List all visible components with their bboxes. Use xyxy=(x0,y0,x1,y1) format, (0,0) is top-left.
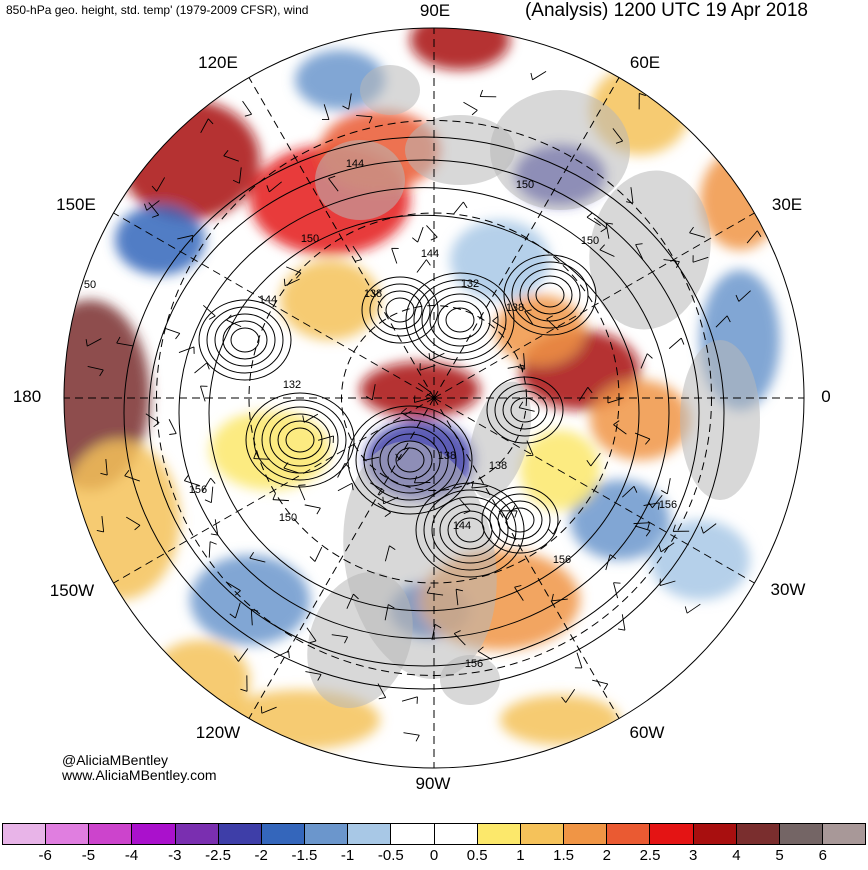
colorbar-tick: -1.5 xyxy=(291,847,317,864)
land-mass xyxy=(680,340,760,500)
anomaly-region xyxy=(590,380,690,460)
land-mass xyxy=(315,140,405,220)
colorbar-tick: -2 xyxy=(255,847,268,864)
colorbar-segment xyxy=(521,824,564,844)
longitude-label: 120W xyxy=(196,723,240,742)
anomaly-region xyxy=(650,520,750,600)
height-label: 138 xyxy=(506,302,524,314)
colorbar-tick: -0.5 xyxy=(378,847,404,864)
colorbar-tick: 6 xyxy=(819,847,827,864)
height-label: 156 xyxy=(189,484,207,496)
longitude-label: 150E xyxy=(56,195,96,214)
anomaly-region xyxy=(280,260,380,340)
height-label: 144 xyxy=(346,158,364,170)
colorbar-tick: 0 xyxy=(430,847,438,864)
anomaly-region xyxy=(500,695,620,745)
land-mass xyxy=(360,65,420,115)
colorbar-tick: 5 xyxy=(775,847,783,864)
anomaly-region xyxy=(190,555,310,645)
colorbar-tick: -1 xyxy=(341,847,354,864)
colorbar-segment xyxy=(219,824,262,844)
land-mass xyxy=(405,115,515,185)
anomaly-region xyxy=(700,150,780,250)
height-label: 150 xyxy=(581,235,599,247)
colorbar-segment xyxy=(737,824,780,844)
height-label: 156 xyxy=(659,499,677,511)
colorbar-segment xyxy=(262,824,305,844)
height-label: 144 xyxy=(259,294,277,306)
colorbar-tick: -4 xyxy=(125,847,138,864)
longitude-label: 30W xyxy=(771,580,806,599)
anomaly-region xyxy=(210,410,330,490)
colorbar-segment xyxy=(780,824,823,844)
longitude-label: 60W xyxy=(630,723,665,742)
height-label: 132 xyxy=(461,278,479,290)
colorbar-segment xyxy=(46,824,89,844)
colorbar-segment xyxy=(478,824,521,844)
height-label: 150 xyxy=(279,512,297,524)
colorbar-segment xyxy=(435,824,478,844)
colorbar-segment xyxy=(348,824,391,844)
height-label: 150 xyxy=(301,233,319,245)
colorbar-tick: 1 xyxy=(516,847,524,864)
anomaly-region xyxy=(60,440,180,600)
colorbar-tick: 4 xyxy=(732,847,740,864)
longitude-label: 180 xyxy=(13,387,41,406)
credit-website[interactable]: www.AliciaMBentley.com xyxy=(62,767,217,783)
longitude-label: 90W xyxy=(416,774,451,793)
longitude-label: 60E xyxy=(630,53,660,72)
height-label: 156 xyxy=(553,554,571,566)
colorbar-segment xyxy=(694,824,737,844)
colorbar-segment xyxy=(564,824,607,844)
longitude-label: 90E xyxy=(420,1,450,20)
colorbar-tick: 2 xyxy=(603,847,611,864)
colorbar-segment xyxy=(607,824,650,844)
colorbar-segment xyxy=(3,824,46,844)
colorbar-tick: 1.5 xyxy=(553,847,574,864)
height-label: 138 xyxy=(438,450,456,462)
colorbar-segment xyxy=(305,824,348,844)
credit-handle: @AliciaMBentley xyxy=(62,752,168,768)
colorbar-segment xyxy=(391,824,434,844)
longitude-label: 30E xyxy=(772,195,802,214)
colorbar-segment xyxy=(176,824,219,844)
colorbar-tick: -2.5 xyxy=(205,847,231,864)
height-label: 132 xyxy=(283,379,301,391)
colorbar-segment xyxy=(89,824,132,844)
height-label: 150 xyxy=(516,179,534,191)
colorbar-tick: -5 xyxy=(82,847,95,864)
height-label: 138 xyxy=(489,460,507,472)
longitude-label: 150W xyxy=(50,581,94,600)
colorbar-tick: 3 xyxy=(689,847,697,864)
colorbar xyxy=(2,823,866,845)
height-label: 156 xyxy=(465,658,483,670)
longitude-label: 0 xyxy=(821,387,830,406)
longitude-label: 120E xyxy=(198,53,238,72)
height-label: 144 xyxy=(421,248,439,260)
height-label: 50 xyxy=(84,279,96,291)
colorbar-tick: -3 xyxy=(168,847,181,864)
colorbar-tick-labels: -6 -5 -4 -3 -2.5 -2 -1.5 -1 -0.5 0 0.5 1 1.5 2 2.5 3 4 5 6 xyxy=(2,847,866,865)
colorbar-segment xyxy=(650,824,693,844)
height-label: 138 xyxy=(364,288,382,300)
map-field: 144 150 150 150 144 138 132 138 50 144 132 138 138 14… xyxy=(30,10,804,768)
colorbar-segment xyxy=(823,824,865,844)
colorbar-tick: 0.5 xyxy=(467,847,488,864)
colorbar-segment xyxy=(132,824,175,844)
colorbar-tick: 2.5 xyxy=(640,847,661,864)
height-label: 144 xyxy=(453,520,471,532)
anomaly-region xyxy=(120,100,260,220)
colorbar-tick: -6 xyxy=(39,847,52,864)
